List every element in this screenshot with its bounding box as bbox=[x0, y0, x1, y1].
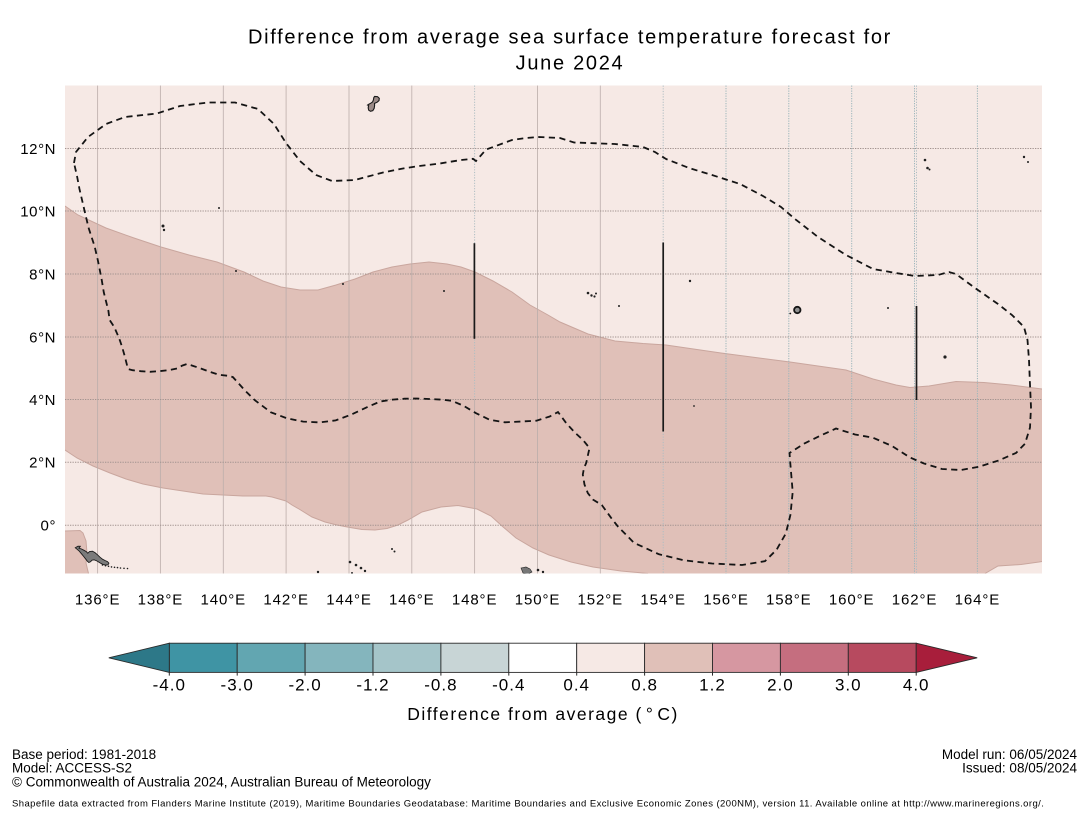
svg-text:138°E: 138°E bbox=[138, 592, 184, 609]
svg-text:2°N: 2°N bbox=[29, 455, 56, 472]
svg-text:0.8: 0.8 bbox=[631, 675, 658, 694]
svg-text:150°E: 150°E bbox=[515, 592, 561, 609]
svg-text:-0.4: -0.4 bbox=[492, 675, 525, 694]
svg-text:-2.0: -2.0 bbox=[288, 675, 321, 694]
svg-text:2.0: 2.0 bbox=[767, 675, 794, 694]
svg-text:0°: 0° bbox=[41, 518, 56, 535]
svg-text:Difference from average sea su: Difference from average sea surface temp… bbox=[248, 27, 892, 49]
svg-text:152°E: 152°E bbox=[578, 592, 624, 609]
svg-text:Issued: 08/05/2024: Issued: 08/05/2024 bbox=[962, 760, 1077, 775]
svg-text:146°E: 146°E bbox=[389, 592, 435, 609]
svg-text:0.4: 0.4 bbox=[563, 675, 590, 694]
svg-text:156°E: 156°E bbox=[703, 592, 749, 609]
svg-text:10°N: 10°N bbox=[20, 203, 56, 220]
svg-text:Difference from average (°C): Difference from average (° C) bbox=[407, 704, 679, 724]
svg-text:Model: ACCESS-S2: Model: ACCESS-S2 bbox=[12, 760, 132, 775]
svg-text:8°N: 8°N bbox=[29, 266, 56, 283]
svg-text:158°E: 158°E bbox=[766, 592, 812, 609]
svg-text:-0.8: -0.8 bbox=[424, 675, 457, 694]
svg-text:162°E: 162°E bbox=[892, 592, 938, 609]
svg-text:164°E: 164°E bbox=[955, 592, 1001, 609]
svg-text:148°E: 148°E bbox=[452, 592, 498, 609]
svg-text:-1.2: -1.2 bbox=[356, 675, 389, 694]
svg-text:142°E: 142°E bbox=[263, 592, 309, 609]
svg-text:140°E: 140°E bbox=[201, 592, 247, 609]
svg-text:-4.0: -4.0 bbox=[153, 675, 186, 694]
svg-text:Model run: 06/05/2024: Model run: 06/05/2024 bbox=[942, 747, 1078, 762]
svg-text:160°E: 160°E bbox=[829, 592, 875, 609]
svg-text:144°E: 144°E bbox=[326, 592, 372, 609]
svg-text:3.0: 3.0 bbox=[835, 675, 862, 694]
svg-text:-3.0: -3.0 bbox=[221, 675, 254, 694]
svg-text:12°N: 12°N bbox=[20, 141, 56, 158]
svg-text:154°E: 154°E bbox=[640, 592, 686, 609]
svg-text:4°N: 4°N bbox=[29, 392, 56, 409]
svg-text:6°N: 6°N bbox=[29, 329, 56, 346]
svg-text:Shapefile data extracted from: Shapefile data extracted from Flanders M… bbox=[12, 798, 1044, 809]
svg-text:Base period: 1981-2018: Base period: 1981-2018 bbox=[12, 747, 156, 762]
svg-text:136°E: 136°E bbox=[75, 592, 121, 609]
svg-text:1.2: 1.2 bbox=[699, 675, 726, 694]
svg-text:June 2024: June 2024 bbox=[516, 53, 625, 75]
svg-text:© Commonwealth of Australia 20: © Commonwealth of Australia 2024, Austra… bbox=[12, 775, 431, 790]
svg-text:4.0: 4.0 bbox=[903, 675, 930, 694]
